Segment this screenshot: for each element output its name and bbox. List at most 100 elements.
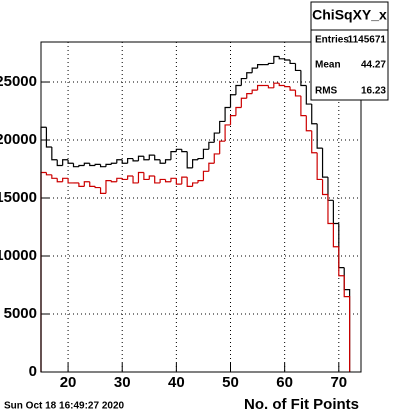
histogram-bin bbox=[208, 141, 215, 150]
histogram-bin bbox=[94, 186, 101, 189]
y-tick-label: 25000 bbox=[0, 73, 37, 90]
histogram-bin bbox=[338, 246, 345, 277]
histogram-bin bbox=[300, 70, 307, 87]
histogram-bin bbox=[56, 159, 63, 167]
histogram-bin bbox=[311, 104, 318, 125]
x-tick-label: 60 bbox=[276, 374, 293, 391]
histogram-bin bbox=[305, 115, 312, 132]
histogram-bin bbox=[208, 162, 215, 172]
histogram-bin bbox=[197, 180, 204, 183]
histogram-bin bbox=[224, 124, 231, 142]
histogram-bin bbox=[143, 172, 150, 181]
histogram-bin bbox=[192, 182, 199, 187]
histogram-bin bbox=[229, 115, 236, 125]
histogram-bin bbox=[89, 163, 96, 167]
histogram-bin bbox=[154, 175, 161, 184]
histogram-bin bbox=[294, 63, 301, 72]
x-tick-label: 70 bbox=[330, 374, 347, 391]
y-tick-label: 5000 bbox=[4, 305, 37, 322]
histogram-bin bbox=[67, 159, 74, 164]
histogram-bin bbox=[175, 178, 182, 185]
histogram-bin bbox=[45, 127, 52, 148]
histogram-bin bbox=[186, 151, 193, 169]
histogram-bin bbox=[164, 179, 171, 183]
histogram-bin bbox=[105, 180, 112, 194]
histogram-bin bbox=[316, 152, 323, 181]
histogram-bin bbox=[316, 123, 323, 149]
histogram-bin bbox=[78, 182, 85, 188]
histogram-bin bbox=[51, 146, 58, 161]
histogram-bin bbox=[202, 148, 209, 159]
histogram-bin bbox=[267, 85, 274, 89]
histogram-bin bbox=[83, 181, 90, 187]
histogram-bin bbox=[181, 149, 188, 153]
histogram-bin bbox=[132, 158, 139, 162]
histogram-bin bbox=[175, 148, 182, 152]
histogram-bin bbox=[116, 177, 123, 182]
histogram-bin bbox=[137, 171, 144, 183]
histogram-bin bbox=[311, 130, 318, 154]
histogram-bin bbox=[213, 132, 220, 143]
histogram-bin bbox=[289, 86, 296, 91]
histogram-bin bbox=[56, 178, 63, 183]
histogram-bin bbox=[170, 151, 177, 160]
histogram-bin bbox=[305, 85, 312, 105]
histogram-bin bbox=[110, 162, 117, 165]
histogram-bin bbox=[284, 85, 291, 88]
histogram-bin bbox=[321, 179, 328, 196]
histogram-bin bbox=[192, 159, 199, 168]
stats-label: RMS bbox=[315, 86, 338, 97]
histogram-bin bbox=[51, 174, 58, 179]
histogram-bin bbox=[121, 178, 128, 181]
histogram-bin bbox=[72, 163, 79, 168]
histogram-bin bbox=[148, 154, 155, 160]
histogram-bin bbox=[186, 177, 193, 188]
y-tick-label: 10000 bbox=[0, 247, 37, 264]
stats-value: 44.27 bbox=[361, 60, 386, 71]
histogram-bin bbox=[332, 223, 339, 248]
histogram-bin bbox=[164, 159, 171, 164]
histogram-bin bbox=[78, 164, 85, 167]
histogram-bin bbox=[251, 67, 258, 73]
x-tick-label: 50 bbox=[222, 374, 239, 391]
histogram-bin bbox=[246, 72, 253, 79]
histogram-bin bbox=[181, 176, 188, 185]
stats-label: Entries bbox=[315, 35, 349, 46]
histogram-bin bbox=[284, 58, 291, 61]
histogram-bin bbox=[67, 178, 74, 184]
histogram-bin bbox=[99, 164, 106, 168]
histogram-bin bbox=[62, 177, 69, 182]
histogram-bin bbox=[137, 155, 144, 161]
x-tick-label: 20 bbox=[60, 374, 77, 391]
histogram-bin bbox=[62, 159, 69, 166]
timestamp: Sun Oct 18 16:49:27 2020 bbox=[4, 401, 125, 412]
histogram-bin bbox=[121, 159, 128, 164]
y-tick-label: 15000 bbox=[0, 189, 37, 206]
stats-value: 1145671 bbox=[348, 35, 387, 46]
histogram-bin bbox=[202, 170, 209, 181]
histogram-bin bbox=[94, 163, 101, 166]
histogram-bin bbox=[116, 159, 123, 164]
histogram-bin bbox=[110, 180, 117, 183]
plot-frame bbox=[40, 41, 362, 373]
histogram-bin bbox=[143, 156, 150, 161]
histogram-bin bbox=[273, 55, 280, 64]
histogram-bin bbox=[321, 148, 328, 178]
histogram-bin bbox=[132, 175, 139, 184]
histogram-bin bbox=[246, 93, 253, 99]
x-tick-label: 30 bbox=[114, 374, 131, 391]
histogram-bin bbox=[235, 106, 242, 116]
histogram-bin bbox=[219, 120, 226, 134]
y-tick-label: 20000 bbox=[0, 131, 37, 148]
histogram-bin bbox=[105, 163, 112, 167]
histogram-bin bbox=[273, 82, 280, 88]
stats-title: ChiSqXY_x bbox=[312, 7, 387, 23]
histogram-bin bbox=[240, 77, 247, 86]
histogram-bin bbox=[154, 155, 161, 161]
stats-value: 16.23 bbox=[361, 86, 386, 97]
histogram-bin bbox=[289, 59, 296, 65]
histogram-bin bbox=[278, 56, 285, 60]
histogram-bin bbox=[127, 175, 134, 180]
histogram-bin bbox=[300, 95, 307, 117]
